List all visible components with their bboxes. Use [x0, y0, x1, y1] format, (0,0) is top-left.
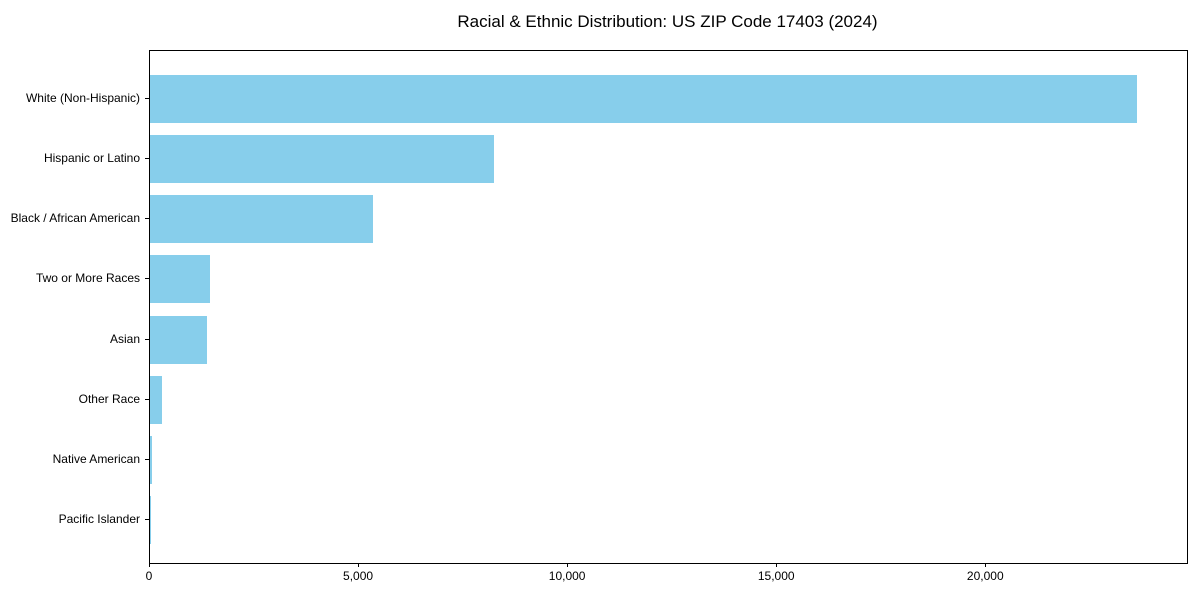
- bar-black-african-american: [150, 195, 374, 244]
- bar-native-american: [150, 435, 152, 484]
- y-tick-mark: [145, 458, 149, 460]
- bar-other-race: [150, 375, 163, 424]
- plot-area: [149, 50, 1188, 564]
- x-tick-label: 10,000: [548, 569, 586, 583]
- y-tick-label: White (Non-Hispanic): [25, 90, 140, 105]
- x-tick-label: 5,000: [343, 569, 374, 583]
- y-tick-mark: [145, 97, 149, 99]
- y-tick-mark: [145, 157, 149, 159]
- chart-title: Racial & Ethnic Distribution: US ZIP Cod…: [457, 12, 878, 31]
- x-tick-mark: [149, 563, 150, 567]
- y-tick-label: Native American: [52, 451, 140, 466]
- x-tick-label: 15,000: [757, 569, 795, 583]
- bar-asian: [150, 315, 207, 364]
- x-tick-mark: [567, 563, 569, 567]
- y-tick-mark: [145, 398, 149, 400]
- y-tick-label: Asian: [109, 331, 140, 346]
- y-tick-label: Black / African American: [10, 211, 140, 226]
- y-tick-label: Pacific Islander: [58, 512, 140, 527]
- x-tick-mark: [985, 563, 987, 567]
- x-tick-mark: [358, 563, 360, 567]
- bar-white-non-hispanic: [150, 74, 1138, 123]
- y-tick-label: Other Race: [78, 391, 140, 406]
- y-tick-mark: [145, 278, 149, 280]
- bar-hispanic-or-latino: [150, 134, 495, 183]
- bar-two-or-more-races: [150, 255, 211, 304]
- x-tick-label: 20,000: [966, 569, 1004, 583]
- y-tick-mark: [145, 218, 149, 220]
- y-tick-label: Hispanic or Latino: [43, 150, 140, 165]
- y-tick-mark: [145, 519, 149, 521]
- y-tick-label: Two or More Races: [35, 271, 140, 286]
- x-tick-label: 0: [145, 569, 153, 583]
- x-tick-mark: [776, 563, 778, 567]
- y-tick-mark: [145, 338, 149, 340]
